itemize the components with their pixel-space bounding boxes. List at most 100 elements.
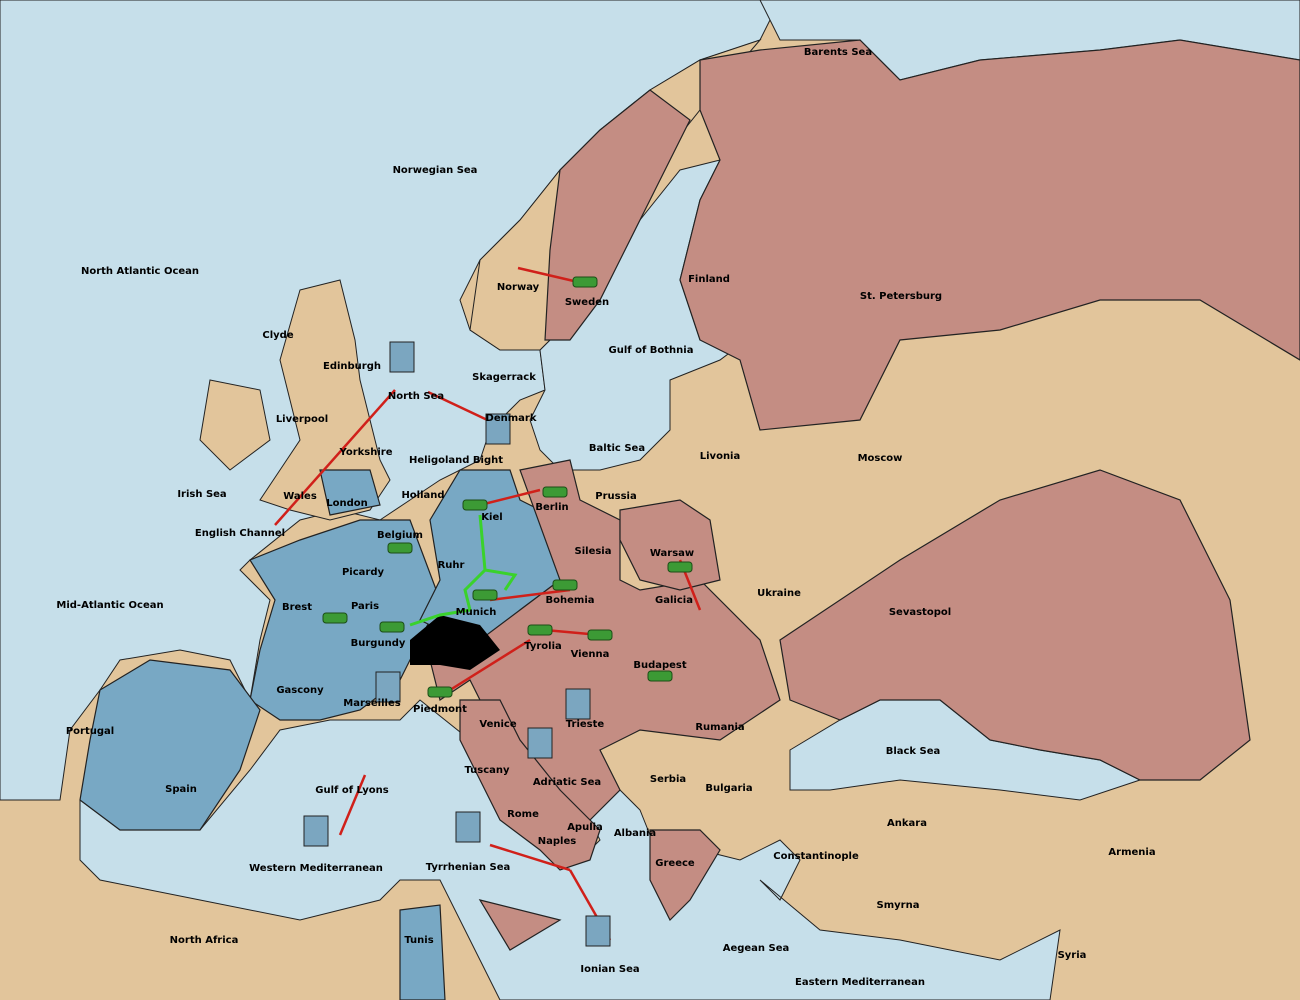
fleet-unit (303, 815, 329, 847)
region-label: Armenia (1108, 847, 1155, 858)
region-label: Eastern Mediterranean (795, 977, 925, 988)
region-label: Aegean Sea (723, 943, 790, 954)
order-arrow (449, 638, 531, 692)
army-unit (427, 686, 453, 698)
army-unit (552, 579, 578, 591)
fleet-unit (455, 811, 481, 843)
army-unit (527, 624, 553, 636)
region-label: Gulf of Bothnia (609, 345, 694, 356)
region-label: English Channel (195, 528, 285, 539)
region-label: Mid-Atlantic Ocean (56, 600, 163, 611)
region-label: Smyrna (877, 900, 920, 911)
army-unit (572, 276, 598, 288)
order-arrow (338, 774, 367, 836)
region-label: Ankara (887, 818, 927, 829)
region-label: Bulgaria (705, 783, 752, 794)
region-label: Clyde (262, 330, 293, 341)
region-label: Tyrrhenian Sea (426, 862, 511, 873)
region-label: North Atlantic Ocean (81, 266, 199, 277)
order-arrow (274, 389, 396, 526)
region-label: Bohemia (546, 595, 595, 606)
region-label: Apulia (567, 822, 603, 833)
region-label: Ukraine (757, 588, 801, 599)
region-labels: Barents Sea Norwegian Sea North Atlantic O… (56, 47, 1155, 988)
region-label: Rome (507, 809, 539, 820)
sevastopol (779, 469, 1251, 781)
fleet-unit (527, 727, 553, 759)
region-label: Irish Sea (177, 489, 226, 500)
region-label: Ionian Sea (580, 964, 639, 975)
fleet-unit (389, 341, 415, 373)
region-label: North Africa (170, 935, 239, 946)
orders (274, 266, 702, 941)
order-arrow (489, 843, 571, 872)
region-label: Silesia (575, 546, 612, 557)
region-label: Tyrolia (524, 641, 562, 652)
army-unit (587, 629, 613, 641)
support-line (484, 568, 518, 591)
region-label: Tunis (404, 935, 433, 946)
army-unit (647, 670, 673, 682)
region-label: Holland (401, 490, 444, 501)
region-label: Spain (165, 784, 197, 795)
army-unit (322, 612, 348, 624)
region-label: Yorkshire (339, 447, 393, 458)
region-label: Sevastopol (889, 607, 951, 618)
region-label: Gascony (276, 685, 324, 696)
region-label: Denmark (486, 413, 537, 424)
region-label: Rumania (695, 722, 744, 733)
region-label: Adriatic Sea (533, 777, 601, 788)
region-label: Albania (614, 828, 656, 839)
army-unit (387, 542, 413, 554)
army-unit (472, 589, 498, 601)
region-label: Baltic Sea (589, 443, 645, 454)
order-arrow (517, 266, 579, 284)
region-label: Greece (655, 858, 695, 869)
region-label: Trieste (566, 719, 605, 730)
region-label: Skagerrack (472, 372, 536, 383)
russia (679, 39, 1300, 431)
order-arrow (479, 488, 541, 507)
region-label: Ruhr (438, 560, 465, 571)
region-label: Constantinople (773, 851, 859, 862)
fleet-unit (375, 671, 401, 703)
region-label: Munich (456, 607, 497, 618)
region-label: Barents Sea (804, 47, 872, 58)
fleet-unit (565, 688, 591, 720)
britain (259, 279, 391, 521)
region-label: Norway (497, 282, 540, 293)
army-unit (462, 499, 488, 511)
fleet-unit (585, 915, 611, 947)
greece (649, 829, 721, 922)
region-label: Heligoland Bight (409, 455, 503, 466)
region-label: Warsaw (650, 548, 694, 559)
sicily (478, 899, 562, 951)
region-label: Syria (1058, 950, 1087, 961)
region-label: Finland (688, 274, 730, 285)
region-label: Galicia (655, 595, 693, 606)
region-label: Liverpool (276, 414, 328, 425)
region-label: Brest (282, 602, 312, 613)
region-label: Marseilles (343, 698, 400, 709)
region-label: Burgundy (351, 638, 406, 649)
region-label: Serbia (650, 774, 686, 785)
units (303, 276, 693, 947)
army-unit (667, 561, 693, 573)
region-label: Gulf of Lyons (315, 785, 388, 796)
region-label: Livonia (700, 451, 740, 462)
region-label: Wales (283, 491, 317, 502)
region-label: Vienna (571, 649, 610, 660)
region-label: Naples (538, 836, 576, 847)
switzerland (410, 615, 500, 670)
region-label: Black Sea (886, 746, 941, 757)
tunis (399, 904, 446, 1000)
region-label: Picardy (342, 567, 385, 578)
region-label: Norwegian Sea (393, 165, 478, 176)
italy (459, 699, 601, 871)
warsaw (619, 499, 721, 591)
region-label: Venice (479, 719, 516, 730)
region-label: Edinburgh (323, 361, 381, 372)
army-unit (542, 486, 568, 498)
region-label: London (326, 498, 368, 509)
